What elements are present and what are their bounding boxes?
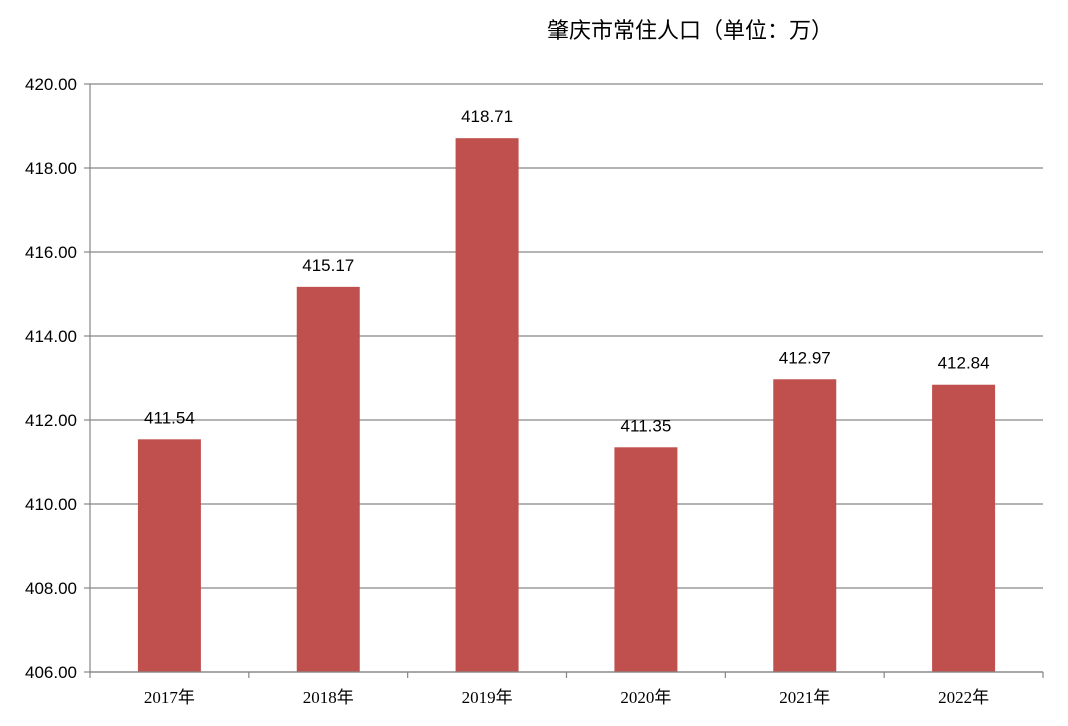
x-tick-label: 2021年 <box>779 688 830 707</box>
x-tick-label: 2017年 <box>144 688 195 707</box>
axes <box>89 84 1044 678</box>
data-label: 412.84 <box>938 354 990 373</box>
data-label: 411.54 <box>144 408 195 427</box>
x-axis-tick-labels: 2017年 2018年 2019年 2020年 2021年 2022年 <box>144 688 989 707</box>
chart-title: 肇庆市常住人口（单位：万） <box>547 19 833 44</box>
bars <box>137 138 996 672</box>
y-tick-label: 410.00 <box>25 495 77 514</box>
y-tick-label: 412.00 <box>25 411 77 430</box>
y-tick-label: 408.00 <box>25 579 77 598</box>
data-label: 415.17 <box>302 256 354 275</box>
x-tick-label: 2020年 <box>620 688 671 707</box>
x-tick-label: 2022年 <box>938 688 989 707</box>
bar <box>137 439 201 672</box>
bar <box>932 384 996 672</box>
x-tick-label: 2018年 <box>303 688 354 707</box>
data-labels: 411.54 415.17 418.71 411.35 412.97 412.84 <box>144 107 990 435</box>
y-tick-label: 406.00 <box>25 663 77 682</box>
data-label: 412.97 <box>779 348 831 367</box>
y-axis-tick-labels: 406.00 408.00 410.00 412.00 414.00 416.00 418.… <box>25 75 77 682</box>
y-tick-label: 420.00 <box>25 75 77 94</box>
data-label: 418.71 <box>461 107 513 126</box>
bar <box>773 379 837 672</box>
y-tick-label: 418.00 <box>25 159 77 178</box>
bar <box>614 447 678 672</box>
y-tick-label: 416.00 <box>25 243 77 262</box>
gridlines <box>84 83 1043 673</box>
y-tick-label: 414.00 <box>25 327 77 346</box>
bar <box>296 286 360 672</box>
x-tick-label: 2019年 <box>462 688 513 707</box>
bar <box>455 138 519 672</box>
data-label: 411.35 <box>621 416 672 435</box>
